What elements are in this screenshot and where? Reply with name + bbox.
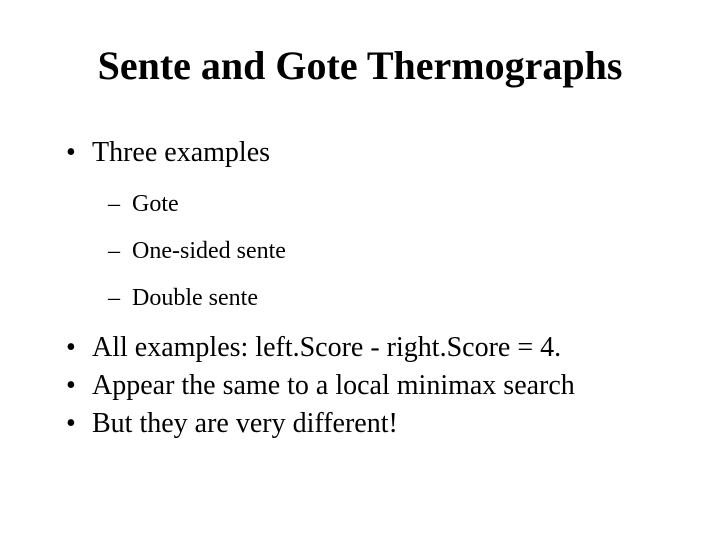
bullet-level1: • But they are very different! bbox=[66, 408, 672, 440]
bullet-text: Appear the same to a local minimax searc… bbox=[92, 370, 575, 402]
bullet-text: But they are very different! bbox=[92, 408, 398, 440]
bullet-text: Gote bbox=[132, 191, 179, 218]
bullet-level2: – Double sente bbox=[108, 285, 672, 312]
bullet-level1: • All examples: left.Score - right.Score… bbox=[66, 332, 672, 364]
bullet-level1: • Appear the same to a local minimax sea… bbox=[66, 370, 672, 402]
bullet-dot-icon: • bbox=[66, 332, 92, 364]
bullet-text: Double sente bbox=[132, 285, 258, 312]
bullet-level1: • Three examples bbox=[66, 137, 672, 169]
bullet-level2: – Gote bbox=[108, 191, 672, 218]
bullet-text: Three examples bbox=[92, 137, 270, 169]
bullet-dot-icon: • bbox=[66, 370, 92, 402]
bullet-dash-icon: – bbox=[108, 191, 132, 218]
bullet-dash-icon: – bbox=[108, 285, 132, 312]
bullet-level2: – One-sided sente bbox=[108, 238, 672, 265]
bullet-text: All examples: left.Score - right.Score =… bbox=[92, 332, 561, 364]
bullet-dash-icon: – bbox=[108, 238, 132, 265]
slide-title: Sente and Gote Thermographs bbox=[48, 42, 672, 89]
bullet-dot-icon: • bbox=[66, 137, 92, 169]
bullet-dot-icon: • bbox=[66, 408, 92, 440]
bullet-text: One-sided sente bbox=[132, 238, 286, 265]
